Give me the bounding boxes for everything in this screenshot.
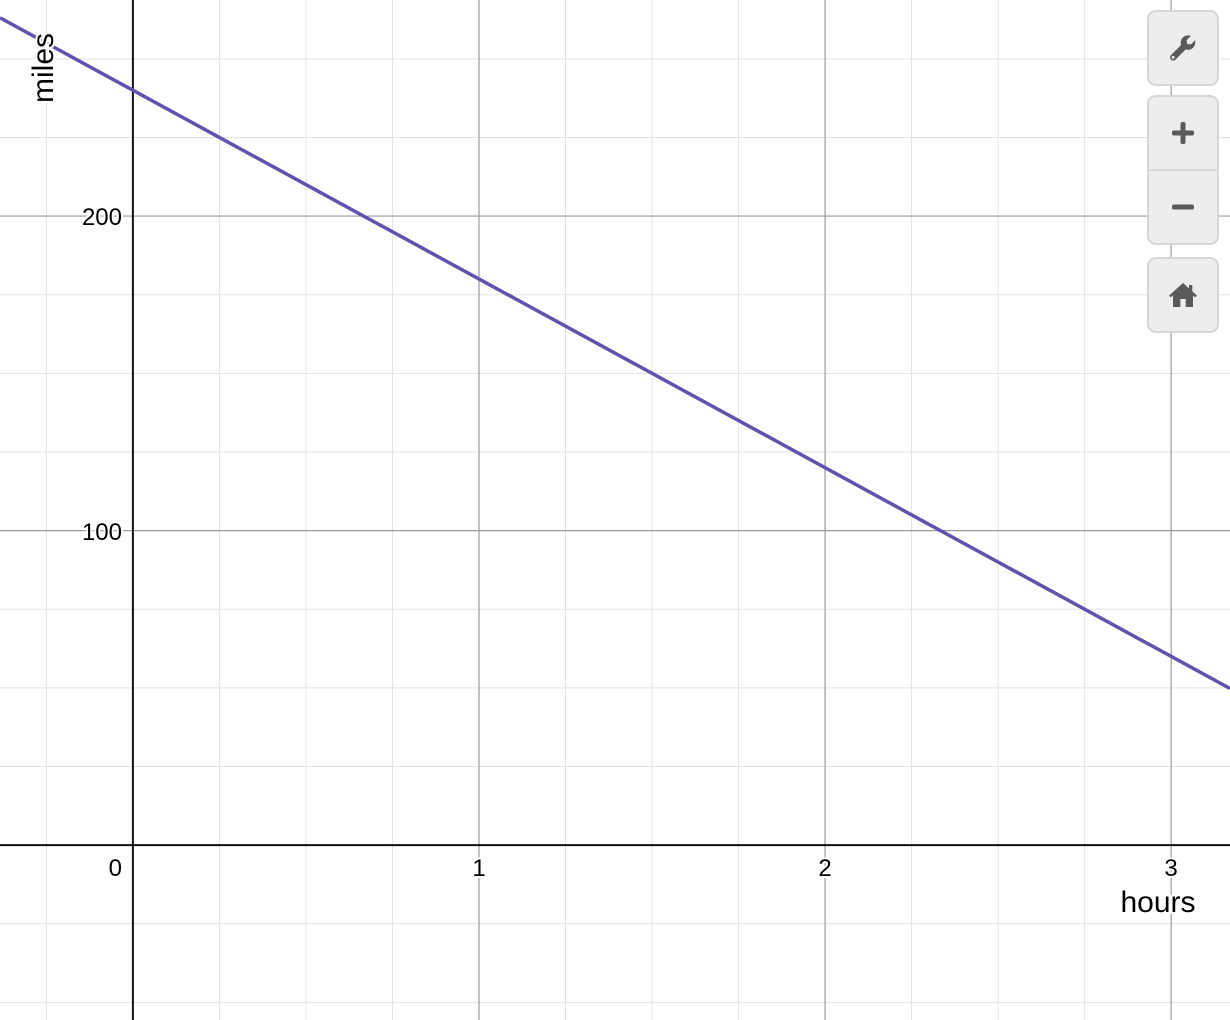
y-axis-label: miles <box>27 33 60 103</box>
y-tick-label-100: 100 <box>82 519 122 546</box>
x-axis-label: hours <box>1120 886 1195 919</box>
zoom-in-button[interactable] <box>1149 97 1217 169</box>
home-button-group <box>1147 257 1219 333</box>
minus-icon <box>1172 204 1194 210</box>
series-line[interactable] <box>0 16 1230 691</box>
wrench-icon <box>1170 35 1196 61</box>
zoom-out-button[interactable] <box>1149 169 1217 243</box>
x-tick-label-3: 3 <box>1164 855 1177 882</box>
y-tick-label-200: 200 <box>82 204 122 231</box>
zoom-button-group <box>1147 95 1219 245</box>
plus-icon <box>1172 122 1194 144</box>
home-icon <box>1169 283 1197 307</box>
x-tick-label-1: 1 <box>472 855 485 882</box>
settings-button-group <box>1147 10 1219 86</box>
default-viewport-button[interactable] <box>1149 259 1217 331</box>
series-layer <box>0 16 1230 691</box>
settings-button[interactable] <box>1149 12 1217 84</box>
x-tick-label-0: 0 <box>109 855 122 882</box>
x-tick-label-2: 2 <box>818 855 831 882</box>
tick-labels: 0 1 2 3 100 200 hours miles <box>25 31 1198 921</box>
